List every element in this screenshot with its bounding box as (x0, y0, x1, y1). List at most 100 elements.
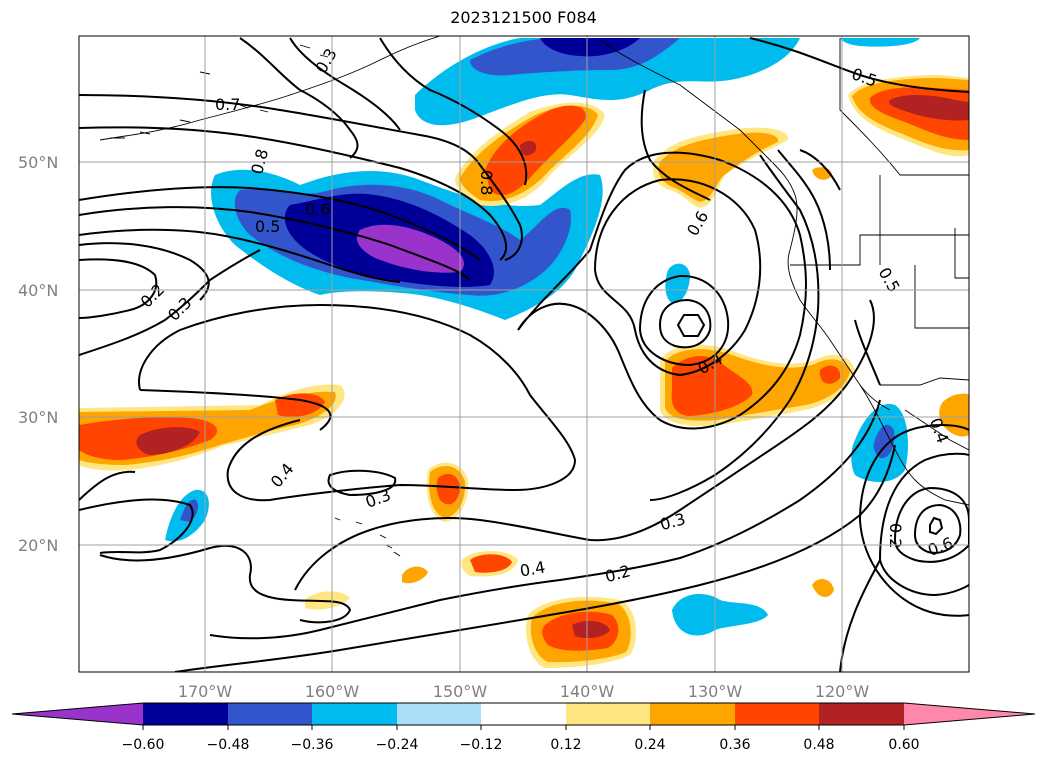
lon-label: 150°W (433, 682, 488, 701)
positive-region-hawaii-south-core (470, 554, 512, 573)
border-us-states (790, 234, 969, 266)
lat-label: 30°N (18, 408, 58, 427)
contour-line (893, 486, 969, 563)
colorbar-tick-label: 0.36 (719, 737, 750, 753)
lon-labels: 170°W 160°W 150°W 140°W 130°W 120°W (178, 682, 870, 701)
colorbar-tick-label: 0.60 (888, 737, 919, 753)
lon-label: 130°W (688, 682, 743, 701)
border-inland-3 (954, 228, 969, 279)
negative-region-south-spot (672, 594, 768, 636)
contour-line (239, 37, 359, 159)
positive-region-bc-coast-mid (658, 132, 779, 202)
coastline-alaska-peninsula (99, 36, 441, 141)
contour-line (854, 319, 881, 386)
colorbar-tick-label: −0.24 (376, 737, 419, 753)
colorbar-tick-label: 0.12 (550, 737, 581, 753)
positive-region-gulf-jet-core (520, 140, 537, 156)
contour-line (79, 206, 471, 281)
contour-line (379, 37, 528, 186)
border-mexico-us (880, 377, 969, 386)
positive-region-hawaii-north-core (436, 474, 460, 505)
colorbar-swatch-4 (397, 703, 481, 725)
contour-line (676, 314, 706, 337)
positive-region-california-strong (671, 356, 753, 416)
colorbar-swatch-10 (904, 703, 1035, 725)
colorbar-tick-label: 0.24 (634, 737, 665, 753)
lon-label: 120°W (815, 682, 870, 701)
lat-label: 20°N (18, 536, 58, 555)
contour-line (79, 242, 210, 301)
colorbar-tick-label: 0.48 (803, 737, 834, 753)
colorbar-tick-label: −0.60 (122, 737, 165, 753)
colorbar-swatch-7 (650, 703, 735, 725)
lon-label: 140°W (560, 682, 615, 701)
contour-line (749, 37, 969, 93)
positive-region-small-1 (402, 566, 428, 584)
contour-line (79, 228, 401, 283)
positive-region-south-central-core (572, 620, 610, 638)
negative-region-main-band-extreme (356, 224, 464, 273)
gridlines (79, 36, 969, 672)
contour-line (859, 424, 969, 617)
lat-label: 40°N (18, 281, 58, 300)
contour-line (799, 149, 841, 191)
negative-region-off-oregon (665, 263, 690, 304)
colorbar-tick-label: −0.48 (207, 737, 250, 753)
coastline-layer (99, 36, 969, 557)
contour-line (913, 503, 962, 554)
colorbar: −0.60 −0.48 −0.36 −0.24 −0.12 0.12 0.24 … (11, 702, 1036, 753)
negative-region-gulf-of-alaska-center (540, 38, 640, 57)
colorbar-swatch-8 (735, 703, 819, 725)
hawaii-islands (334, 517, 401, 557)
contour-line (139, 389, 332, 431)
colorbar-tick-label: −0.12 (460, 737, 503, 753)
lat-labels: 50°N 40°N 30°N 20°N (18, 153, 58, 555)
lon-label: 170°W (178, 682, 233, 701)
colorbar-swatch-5 (481, 703, 566, 725)
colorbar-swatch-0 (12, 703, 143, 725)
map-title: 2023121500 F084 (450, 8, 597, 27)
contour-label: 0.4 (518, 557, 546, 580)
colorbar-swatch-2 (228, 703, 312, 725)
contour-line (174, 444, 896, 672)
colorbar-swatch-3 (312, 703, 397, 725)
contour-line (79, 94, 523, 261)
contour-line (879, 452, 969, 597)
contour-line (79, 186, 481, 261)
colorbar-swatch-1 (143, 703, 228, 725)
contour-line (138, 303, 577, 502)
contour-line (517, 151, 807, 430)
contour-layer (79, 37, 969, 672)
contour-line (929, 516, 944, 536)
positive-region-subtropical-band-core (136, 427, 200, 455)
coastline-mexico-mainland (904, 409, 969, 451)
positive-region-canada-core (889, 95, 969, 121)
border-inland-2 (914, 265, 969, 329)
negative-region-ne-corner (840, 38, 920, 47)
contour-line (99, 544, 352, 624)
contour-line (79, 249, 261, 356)
positive-region-california-coast (819, 365, 841, 384)
colorbar-swatch-6 (566, 703, 650, 725)
negative-region-baja-core (873, 424, 895, 459)
map-frame (78, 35, 970, 673)
lat-label: 50°N (18, 153, 58, 172)
contour-label: 0.2 (886, 523, 905, 548)
contour-line (79, 470, 136, 501)
contour-line (594, 178, 762, 377)
contour-line (79, 258, 158, 319)
contour-label: 0.6 (305, 200, 330, 219)
coastline-alaska-panhandle (599, 39, 891, 411)
positive-region-small-3 (812, 578, 834, 597)
contour-line (777, 149, 831, 271)
colorbar-swatch-9 (819, 703, 904, 725)
contour-line (209, 399, 881, 640)
contour-line (294, 299, 875, 591)
negative-region-gulf-of-alaska-core (470, 38, 680, 76)
contour-label: 0.7 (215, 95, 240, 114)
contour-line (289, 37, 401, 131)
contour-label: 0.8 (477, 170, 496, 195)
contour-label: 0.5 (255, 217, 280, 236)
contour-line (638, 274, 730, 367)
